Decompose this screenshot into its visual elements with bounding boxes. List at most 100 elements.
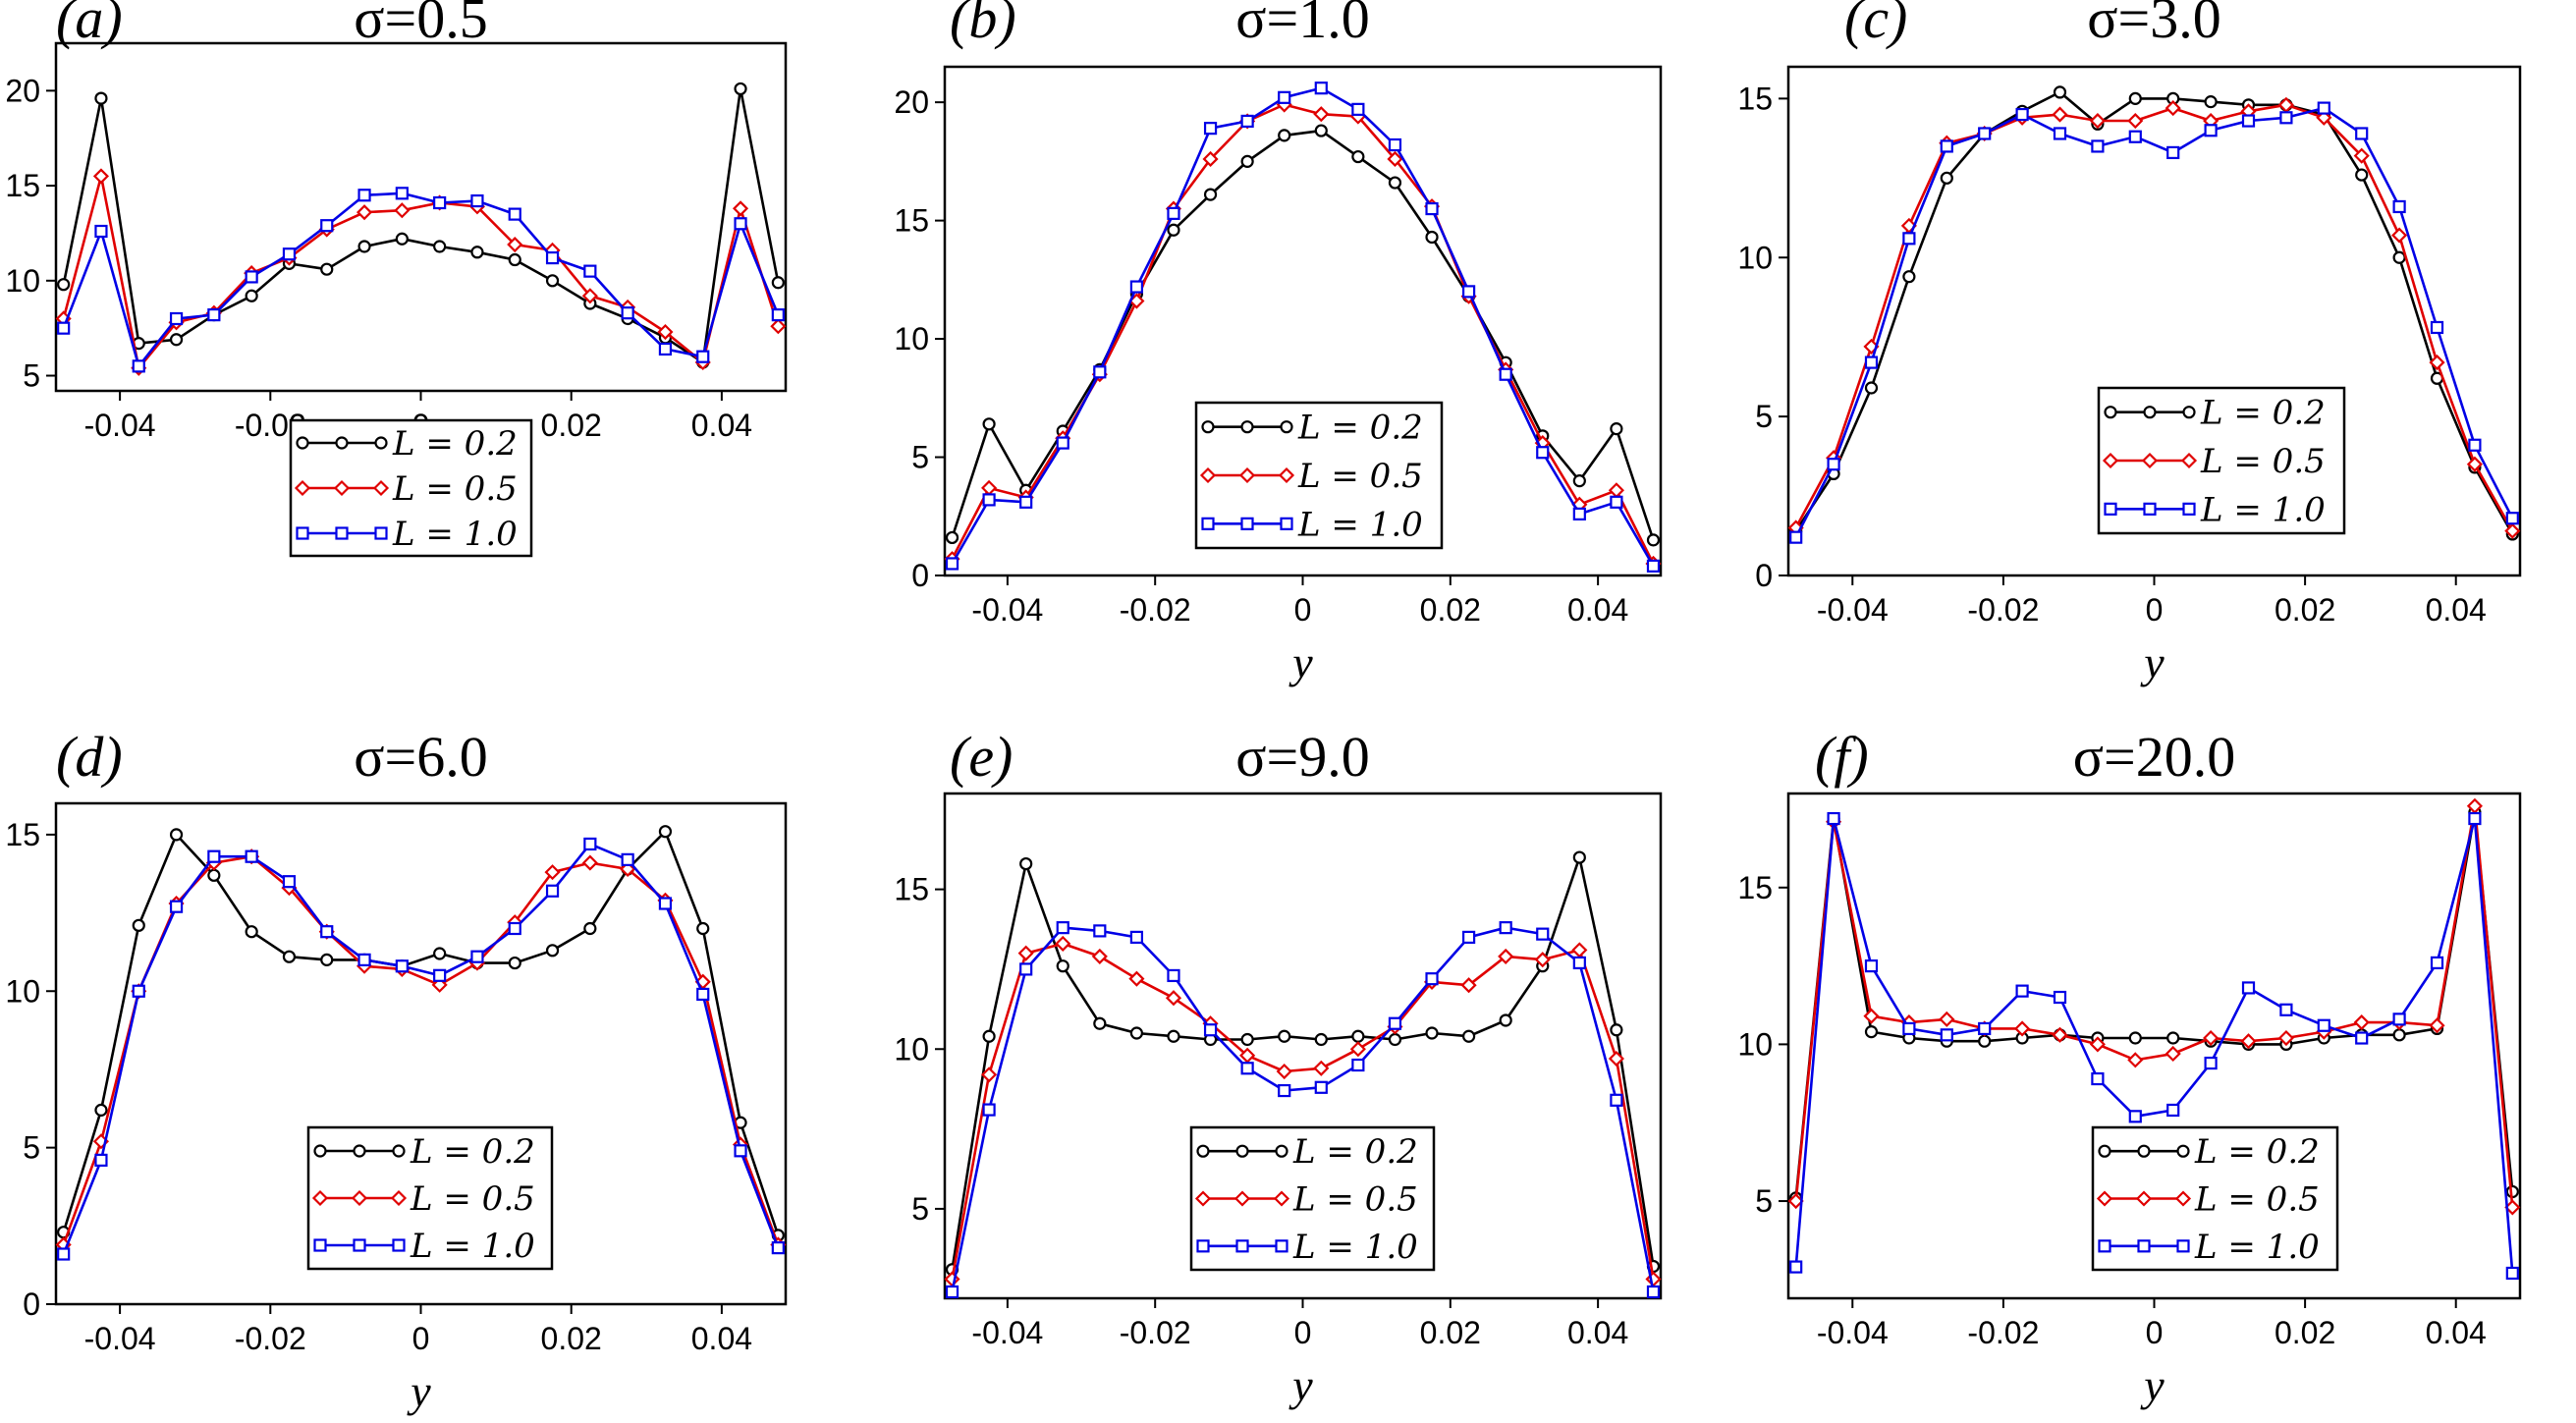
data-point [2391,227,2408,244]
data-point [1278,1029,1291,1043]
data-point [771,276,785,290]
data-point [395,232,409,246]
data-point [2128,91,2142,105]
panel-title: σ=6.0 [354,725,487,789]
data-point [1278,90,1291,104]
data-point [2128,1110,2142,1123]
legend-marker [335,436,349,450]
legend-label: L = 0.2 [410,1132,535,1172]
data-point [696,921,710,936]
data-point [395,959,409,973]
y-tick-label: 0 [23,1286,40,1322]
data-point [2468,438,2482,452]
y-tick-label: 5 [911,440,929,475]
legend-label: L = 0.2 [1297,409,1423,448]
data-point [207,308,221,322]
data-point [1425,1026,1439,1040]
y-tick-label: 10 [1737,240,1773,275]
legend-marker [2182,406,2196,419]
legend-marker [372,479,390,497]
data-point [1314,1032,1328,1047]
data-point [94,91,108,105]
series-line-1 [62,87,780,364]
data-point [57,1247,71,1261]
data-point [1129,280,1144,294]
data-point [2504,522,2521,539]
data-point [320,262,334,276]
data-point [357,189,371,202]
series-line-2 [951,103,1655,565]
data-point [770,318,787,335]
legend-marker [1199,466,1217,484]
legend-marker [2104,502,2117,516]
data-point [2353,147,2370,164]
data-point [1902,232,1916,246]
data-point [696,350,710,363]
legend-marker [1194,1190,1212,1207]
legend-label: L = 1.0 [392,515,518,554]
plot-frame [54,41,788,393]
legend-label: L = 0.2 [2200,394,2326,433]
data-point [2505,1266,2519,1281]
legend-label: L = 0.5 [1292,1180,1418,1220]
data-point [2127,112,2144,130]
data-point [169,311,184,326]
series-line-2 [1794,103,2514,532]
legend-marker [2102,452,2119,469]
data-point [2204,95,2218,109]
data-point [132,359,145,373]
data-point [2091,139,2105,153]
y-tick-label: 20 [5,73,40,108]
data-point [1093,1016,1107,1030]
data-point [2204,124,2218,137]
data-point [507,236,523,253]
data-point [1827,811,1840,826]
legend-marker [2137,1239,2151,1253]
data-point [132,984,145,998]
data-point [1019,856,1033,871]
data-point [658,342,673,356]
x-tick-label: 0 [412,1321,430,1356]
data-point [982,493,996,507]
y-tick-label: 10 [5,263,40,299]
data-point [2317,1018,2330,1032]
data-point [1608,482,1624,499]
legend-marker [374,436,388,450]
data-point [1978,1021,1992,1036]
data-point [1240,1062,1254,1075]
data-point [581,854,598,871]
panel-title: σ=9.0 [1235,725,1369,789]
data-point [94,224,108,239]
data-point [1939,1011,1955,1027]
legend-marker [294,479,311,497]
data-point [470,246,484,259]
data-point [1278,129,1291,142]
data-point [1167,1029,1180,1043]
panel-title: σ=0.5 [354,0,487,50]
x-tick-label: 0.04 [2426,1315,2487,1350]
legend-marker [313,1144,327,1158]
data-point [1827,458,1840,471]
data-point [1940,171,1953,185]
data-point [2165,100,2181,117]
data-point [2091,1071,2105,1086]
y-tick-label: 5 [911,1191,929,1227]
legend-marker [2135,1190,2153,1207]
data-point [2279,1003,2293,1016]
legend-marker [313,1238,327,1252]
data-point [1055,935,1071,952]
data-point [545,274,560,288]
data-point [1425,230,1439,245]
data-point [734,82,747,96]
data-point [1313,106,1330,123]
legend-marker [296,436,309,450]
y-tick-label: 5 [23,358,40,394]
data-point [2052,106,2068,123]
data-point [734,1144,747,1158]
panel-title: σ=1.0 [1235,0,1369,50]
y-tick-label: 15 [894,203,929,239]
x-tick-label: 0.04 [2426,592,2487,628]
data-point [2166,1031,2180,1045]
legend-label: L = 0.2 [1292,1132,1418,1172]
y-tick-label: 15 [5,817,40,852]
